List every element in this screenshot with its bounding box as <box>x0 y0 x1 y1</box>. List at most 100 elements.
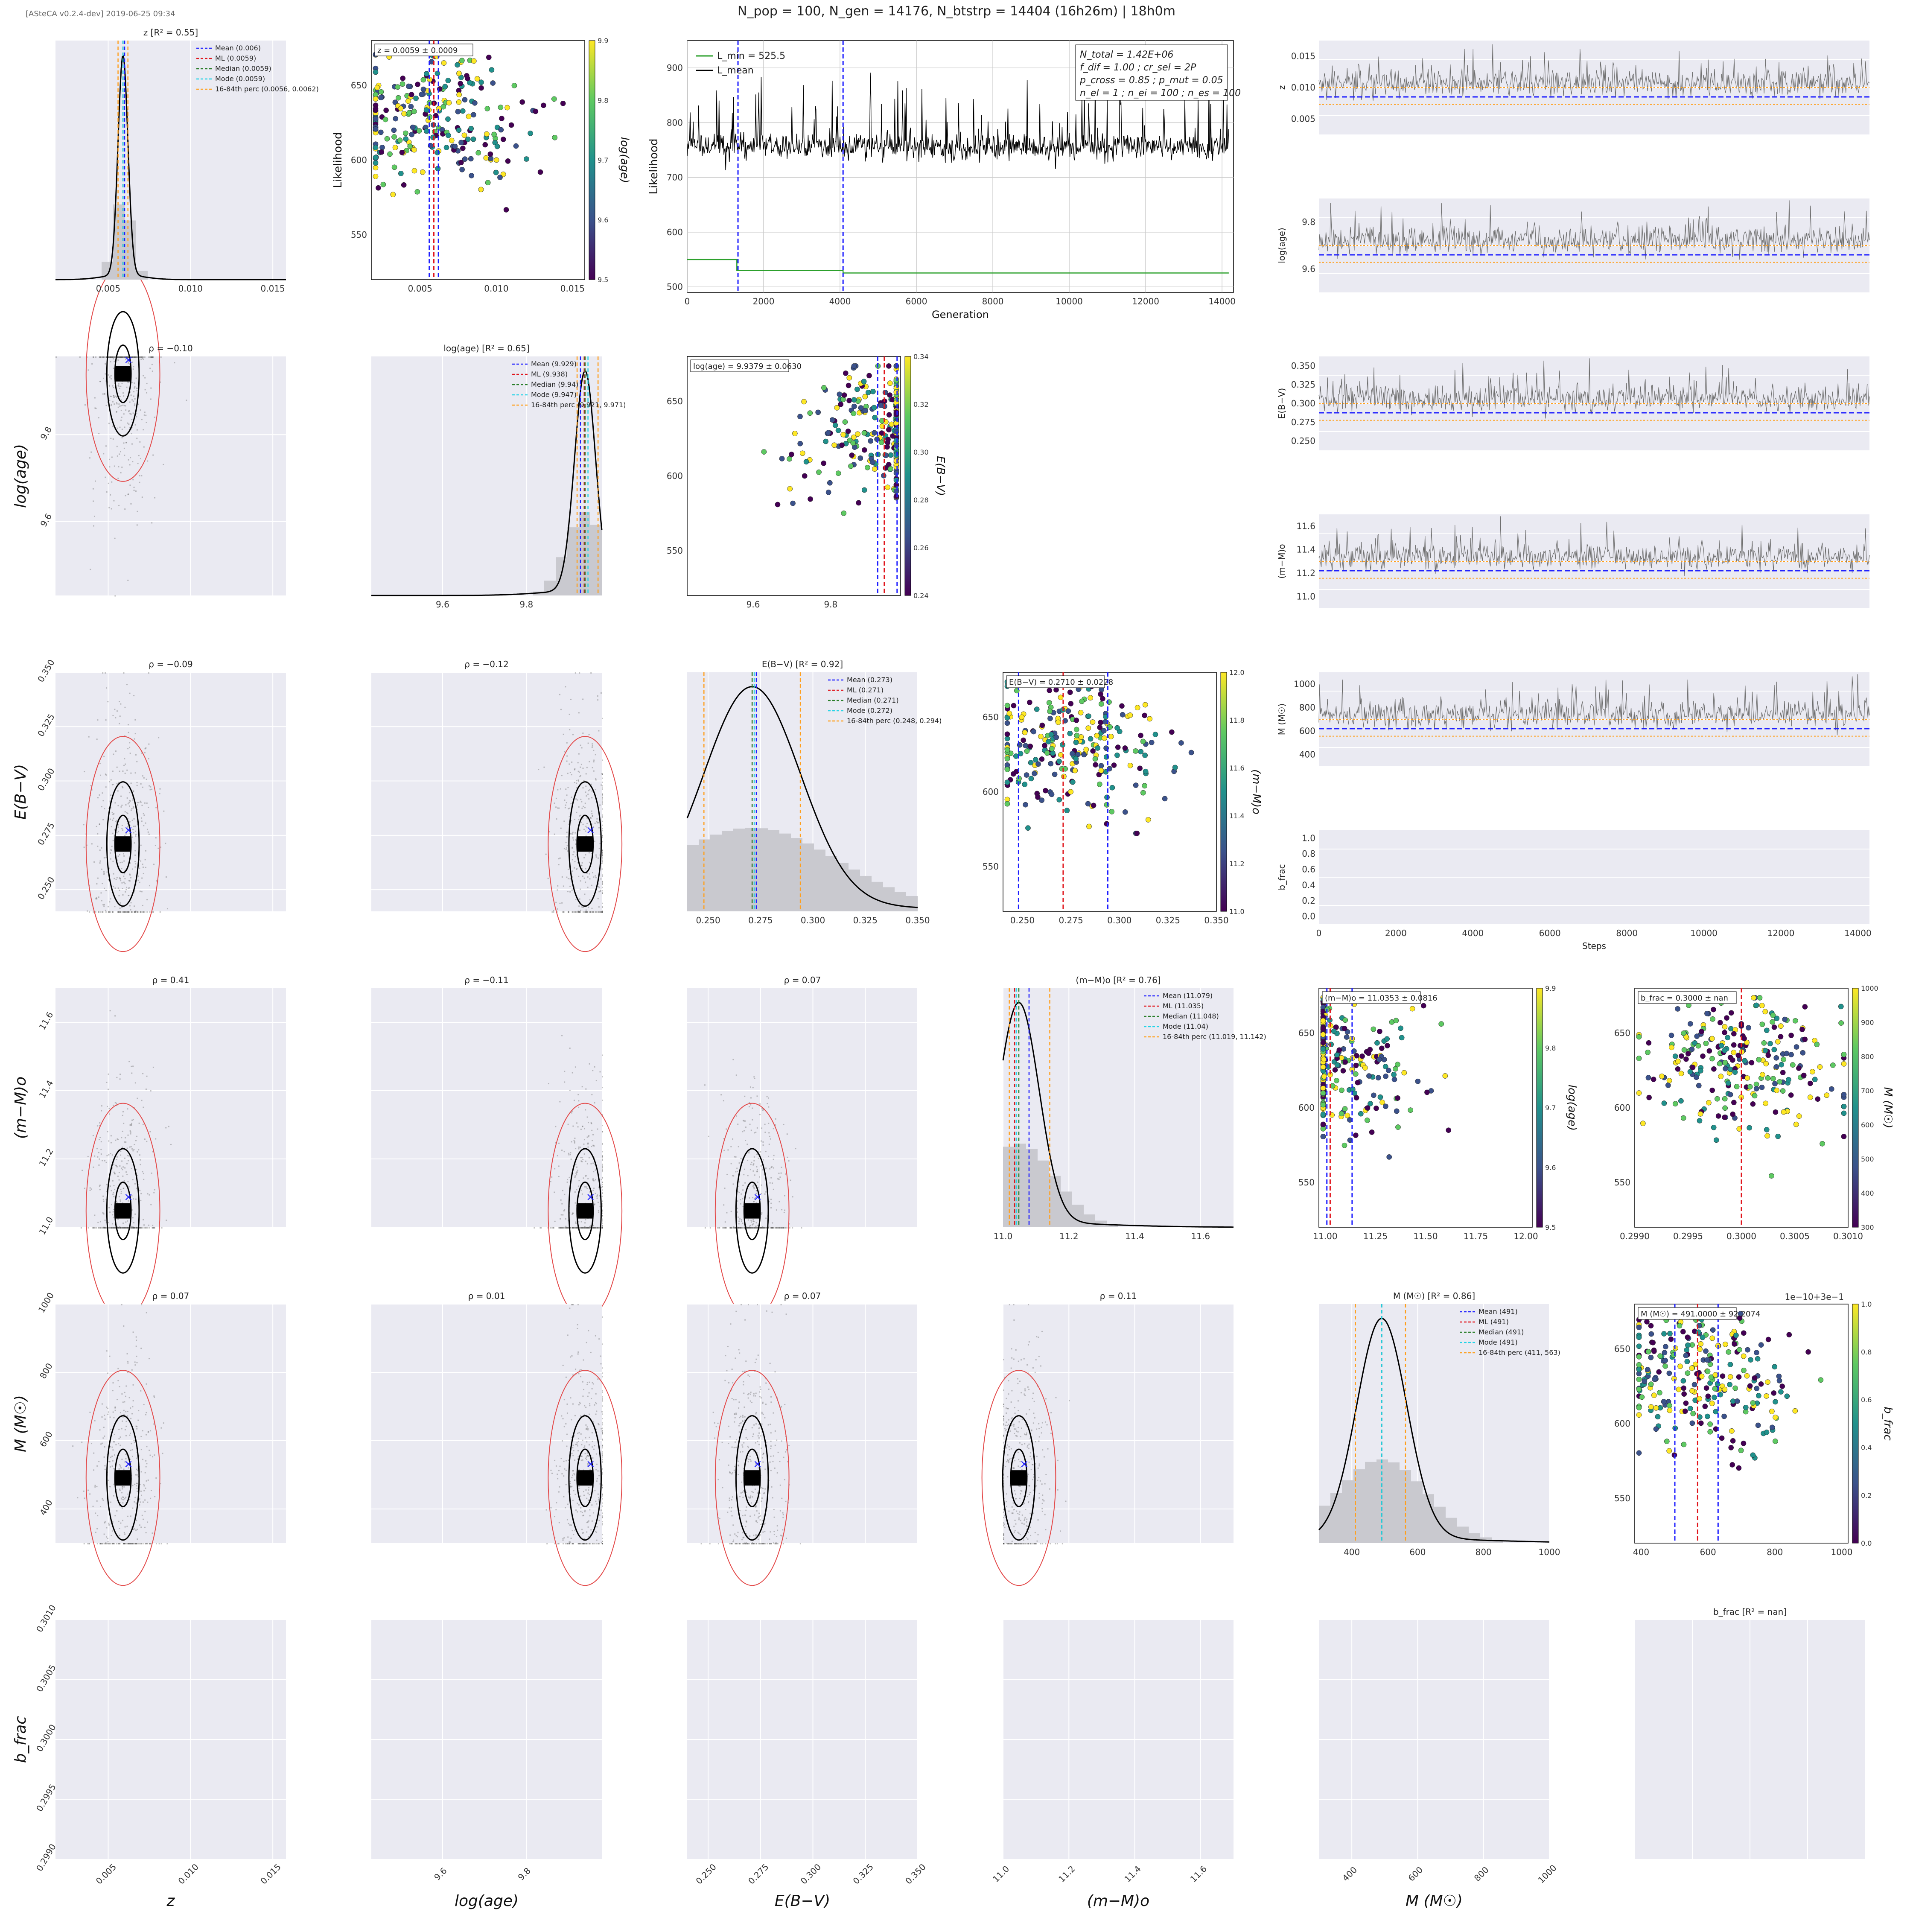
sample-point <box>1013 1424 1015 1425</box>
sample-point <box>120 399 122 401</box>
x-tick-label: 0.350 <box>905 915 930 925</box>
sample-point <box>1032 1479 1033 1480</box>
sample-point <box>590 1529 592 1531</box>
sample-point <box>133 1227 134 1229</box>
sample-point <box>119 1227 121 1229</box>
sample-point <box>580 888 581 890</box>
sample-point <box>111 911 113 913</box>
sample-point <box>435 70 440 76</box>
sample-point <box>139 482 140 483</box>
sample-point <box>589 1227 591 1229</box>
sample-point <box>131 911 132 913</box>
y-tick-label: 9.6 <box>38 512 54 529</box>
sample-point <box>599 1543 601 1544</box>
sample-point <box>730 1163 732 1164</box>
sample-point <box>110 375 112 376</box>
sample-point <box>80 1227 82 1229</box>
sample-point <box>738 1191 740 1193</box>
histogram-bar <box>1457 1526 1469 1543</box>
sample-point <box>125 1458 127 1459</box>
mean-marker: × <box>1020 1458 1029 1471</box>
sample-point <box>598 1338 600 1340</box>
sample-point <box>125 911 127 913</box>
sample-point <box>792 1227 793 1229</box>
sample-point <box>125 356 127 358</box>
sample-point <box>766 1096 768 1097</box>
sample-point <box>765 1227 767 1229</box>
sample-point <box>133 1149 135 1150</box>
sample-point <box>581 1157 583 1159</box>
mean-marker: × <box>586 824 595 837</box>
sample-point <box>748 1227 749 1229</box>
sample-point <box>574 1141 575 1143</box>
sample-point <box>100 1141 102 1143</box>
sample-point <box>598 1423 599 1424</box>
sample-point <box>593 1227 595 1229</box>
colorbar-tick: 9.7 <box>598 156 608 164</box>
y-tick-label: 550 <box>667 546 683 556</box>
x-tick-label: 0.015 <box>258 1862 283 1886</box>
sample-point <box>743 1543 745 1544</box>
sample-point <box>742 1420 744 1421</box>
sample-point <box>784 1173 786 1175</box>
sample-point <box>1006 1461 1008 1462</box>
sample-point <box>1011 1417 1013 1418</box>
sample-point <box>730 1543 732 1544</box>
sample-point <box>105 405 107 406</box>
sample-point <box>747 1227 749 1229</box>
sample-point <box>1029 1526 1031 1528</box>
sample-point <box>587 1521 589 1523</box>
sample-point <box>121 1393 123 1395</box>
sample-point <box>110 849 112 851</box>
sample-point <box>602 1427 603 1429</box>
sample-point <box>560 709 562 710</box>
sample-point <box>577 1441 579 1442</box>
sample-point <box>569 891 571 893</box>
sample-point <box>128 1457 130 1459</box>
sample-point <box>572 734 574 735</box>
sample-point <box>127 1227 129 1229</box>
sample-point <box>123 1227 125 1229</box>
y-tick-label: 11.2 <box>37 1147 55 1168</box>
sample-point <box>1014 1543 1015 1544</box>
sample-point <box>124 1227 126 1229</box>
sample-point <box>128 895 130 896</box>
sample-point <box>159 911 161 913</box>
sample-point <box>122 1227 123 1229</box>
sample-point <box>103 1200 105 1202</box>
sample-point <box>578 911 580 913</box>
sample-point <box>770 1543 772 1544</box>
sample-point <box>124 1533 126 1535</box>
sample-point <box>602 1493 603 1495</box>
sample-point <box>730 1227 732 1229</box>
density-peak <box>1011 1470 1027 1486</box>
sample-point <box>582 1227 583 1229</box>
sample-point <box>89 1493 91 1495</box>
sample-point <box>1027 1543 1029 1544</box>
sample-point <box>143 1179 145 1180</box>
legend-entry: ML (491) <box>1478 1318 1509 1326</box>
sample-point <box>756 1153 758 1155</box>
sample-point <box>750 1227 752 1229</box>
sample-point <box>1003 1480 1004 1481</box>
sample-point <box>101 1105 102 1107</box>
sample-point <box>752 1107 753 1109</box>
sample-point <box>90 569 91 570</box>
sample-point <box>587 1178 589 1179</box>
sample-point <box>1045 1474 1047 1475</box>
sample-point <box>578 1504 580 1506</box>
sample-point <box>128 1543 130 1544</box>
sample-point <box>582 1439 583 1441</box>
sample-point <box>458 81 463 87</box>
sample-point <box>1042 1494 1044 1496</box>
sample-point <box>582 1543 583 1544</box>
sample-point <box>592 1140 593 1141</box>
sample-point <box>131 419 133 420</box>
sample-point <box>567 850 569 852</box>
sample-point <box>155 807 157 808</box>
sample-point <box>583 1543 585 1544</box>
sample-point <box>596 1526 598 1528</box>
sample-point <box>569 1176 570 1178</box>
sample-point <box>1027 1386 1029 1388</box>
